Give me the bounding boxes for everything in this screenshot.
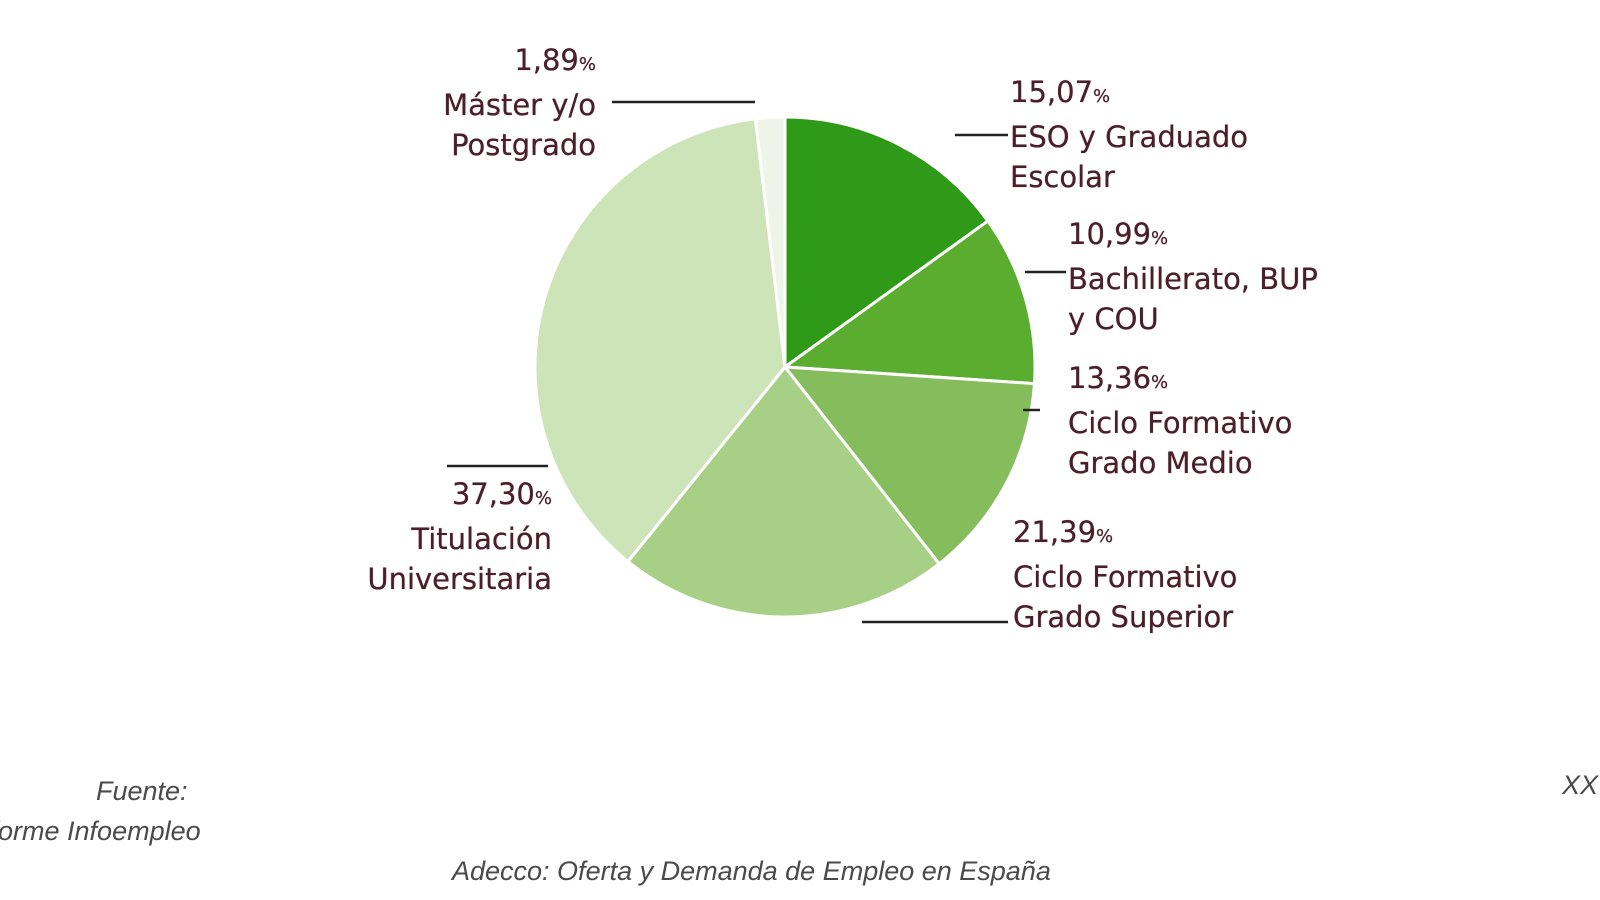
slice-label-grado-medio: 13,36% Ciclo Formativo Grado Medio	[1068, 358, 1292, 483]
slice-category-line-2: Escolar	[1010, 160, 1115, 194]
slice-category-line-2: Grado Superior	[1013, 600, 1234, 634]
pie-slices	[533, 115, 1037, 619]
footer-source-name: Informe Infoempleo	[0, 816, 201, 846]
pie-slice-master	[753, 115, 787, 368]
slice-label-master: 1,89% Máster y/o Postgrado	[420, 40, 596, 165]
slice-percent-grado-medio: 13,36%	[1068, 361, 1169, 395]
slice-label-eso: 15,07% ESO y Graduado Escolar	[1010, 72, 1248, 197]
slice-label-bachillerato: 10,99% Bachillerato, BUP y COU	[1068, 214, 1318, 339]
pie-slice-universitaria	[533, 117, 787, 564]
slice-category-line-2: Universitaria	[367, 562, 552, 596]
slice-category-line-1: Ciclo Formativo	[1013, 560, 1238, 594]
slice-percent-universitaria: 37,30%	[451, 477, 552, 511]
slice-category-line-2: Postgrado	[451, 128, 596, 162]
slice-category-line-2: Grado Medio	[1068, 446, 1253, 480]
slice-percent-eso: 15,07%	[1010, 75, 1111, 109]
pie-slice-eso	[783, 115, 990, 370]
pie-slice-grado-medio	[781, 365, 1037, 566]
slice-label-universitaria: 37,30% Titulación Universitaria	[350, 474, 552, 599]
slice-category-line-1: ESO y Graduado	[1010, 120, 1249, 154]
leader-lines	[447, 100, 1066, 624]
slice-percent-grado-superior: 21,39%	[1013, 515, 1114, 549]
slice-category-line-1: Máster y/o	[443, 88, 596, 122]
slice-category-line-1: Bachillerato, BUP	[1068, 262, 1318, 296]
slice-percent-master: 1,89%	[514, 43, 596, 77]
pie-slice-bachillerato	[780, 218, 1037, 386]
slice-category-line-1: Titulación	[411, 522, 552, 556]
footer-publication: Adecco: Oferta y Demanda de Empleo en Es…	[452, 856, 1051, 886]
pie-slice-grado-superior	[625, 364, 942, 619]
slice-label-grado-superior: 21,39% Ciclo Formativo Grado Superior	[1013, 512, 1237, 637]
slice-percent-bachillerato: 10,99%	[1068, 217, 1169, 251]
slice-category-line-2: y COU	[1068, 302, 1159, 336]
footer-right-mark: XX	[1562, 770, 1599, 800]
footer-source-label: Fuente:	[96, 776, 188, 806]
slice-category-line-1: Ciclo Formativo	[1068, 406, 1293, 440]
